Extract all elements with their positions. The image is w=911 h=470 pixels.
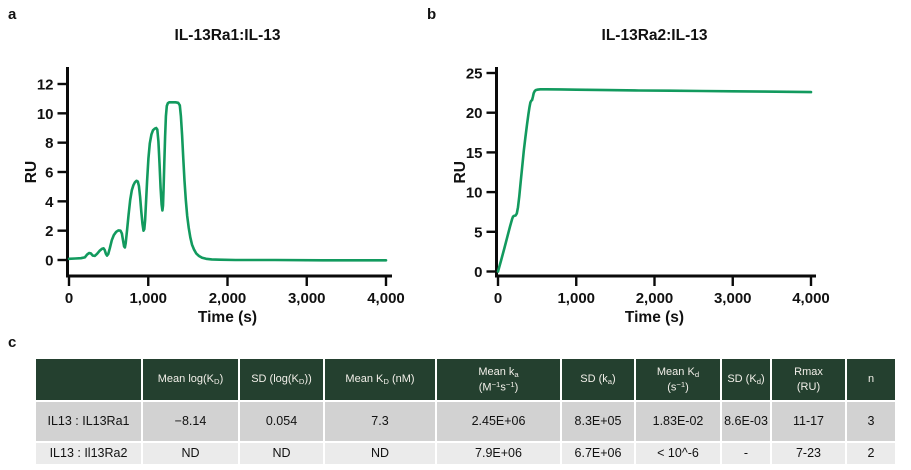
x-tick-label: 3,000 <box>288 290 326 307</box>
value-cell: 0.054 <box>240 402 323 441</box>
column-header: SD (ka) <box>562 359 634 400</box>
value-cell: 2 <box>847 443 895 464</box>
column-header: SD (log(KD)) <box>240 359 323 400</box>
value-cell: 7.3 <box>325 402 435 441</box>
x-axis-label: Time (s) <box>625 309 684 326</box>
x-tick-label: 4,000 <box>367 290 405 307</box>
value-cell: 8.3E+05 <box>562 402 634 441</box>
chart-title: IL-13Ra2:IL-13 <box>602 27 708 44</box>
y-tick-label: 10 <box>466 185 483 202</box>
value-cell: −8.14 <box>143 402 238 441</box>
x-tick-label: 1,000 <box>129 290 167 307</box>
value-cell: 6.7E+06 <box>562 443 634 464</box>
column-header: Rmax (RU) <box>772 359 845 400</box>
y-tick-label: 0 <box>474 264 482 281</box>
panel-label-c: c <box>8 334 17 351</box>
y-tick-label: 2 <box>45 223 53 240</box>
y-tick-label: 8 <box>45 135 53 152</box>
y-tick-label: 4 <box>45 194 54 211</box>
chart-title: IL-13Ra1:IL-13 <box>175 27 281 44</box>
column-header <box>36 359 141 400</box>
column-header: Mean Kd (s−1) <box>636 359 720 400</box>
column-header: Mean KD (nM) <box>325 359 435 400</box>
value-cell: ND <box>325 443 435 464</box>
value-cell: 8.6E-03 <box>722 402 770 441</box>
value-cell: 2.45E+06 <box>437 402 560 441</box>
value-cell: < 10^-6 <box>636 443 720 464</box>
y-tick-label: 6 <box>45 165 53 182</box>
y-axis-label: RU <box>452 161 469 183</box>
sensorgram-curve <box>67 101 388 262</box>
x-tick-label: 0 <box>494 290 502 307</box>
value-cell: 3 <box>847 402 895 441</box>
value-cell: - <box>722 443 770 464</box>
kinetics-table: Mean log(KD) SD (log(KD)) Mean KD (nM) Mean… <box>34 357 897 466</box>
table-row: IL13 : Il13Ra2 ND ND ND 7.9E+06 6.7E+06 < 10^-… <box>36 443 895 464</box>
y-tick-label: 10 <box>37 106 54 123</box>
x-tick-label: 4,000 <box>792 290 830 307</box>
x-tick-label: 1,000 <box>557 290 595 307</box>
x-tick-label: 2,000 <box>209 290 247 307</box>
x-axis-label: Time (s) <box>198 309 257 326</box>
row-label: IL13 : IL13Ra1 <box>36 402 141 441</box>
y-tick-label: 0 <box>45 253 53 270</box>
value-cell: ND <box>240 443 323 464</box>
value-cell: 11-17 <box>772 402 845 441</box>
chart-il13ra1-sensorgram: 0 2 4 6 8 10 12 0 1,000 2,000 3,000 4,000 IL-13Ra1:I… <box>23 27 405 326</box>
value-cell: 7-23 <box>772 443 845 464</box>
x-tick-label: 0 <box>65 290 73 307</box>
column-header: n <box>847 359 895 400</box>
table-header-row: Mean log(KD) SD (log(KD)) Mean KD (nM) Mean… <box>36 359 895 400</box>
y-axis-label: RU <box>23 161 40 183</box>
value-cell: 7.9E+06 <box>437 443 560 464</box>
value-cell: 1.83E-02 <box>636 402 720 441</box>
y-tick-label: 12 <box>37 77 54 94</box>
y-tick-label: 5 <box>474 224 482 241</box>
sensorgram-curve <box>496 88 813 273</box>
row-label: IL13 : Il13Ra2 <box>36 443 141 464</box>
y-tick-label: 20 <box>466 105 483 122</box>
table-row: IL13 : IL13Ra1 −8.14 0.054 7.3 2.45E+06 8.3E+… <box>36 402 895 441</box>
panel-label-b: b <box>427 6 437 23</box>
panel-label-a: a <box>8 6 17 23</box>
column-header: SD (Kd) <box>722 359 770 400</box>
y-tick-label: 25 <box>466 66 483 83</box>
y-tick-label: 15 <box>466 145 483 162</box>
column-header: Mean ka (M−1s−1) <box>437 359 560 400</box>
x-tick-label: 2,000 <box>636 290 674 307</box>
chart-il13ra2-sensorgram: 0 5 10 15 20 25 0 1,000 2,000 3,000 4,000 IL-13Ra2:… <box>452 27 830 326</box>
column-header: Mean log(KD) <box>143 359 238 400</box>
value-cell: ND <box>143 443 238 464</box>
x-tick-label: 3,000 <box>714 290 752 307</box>
